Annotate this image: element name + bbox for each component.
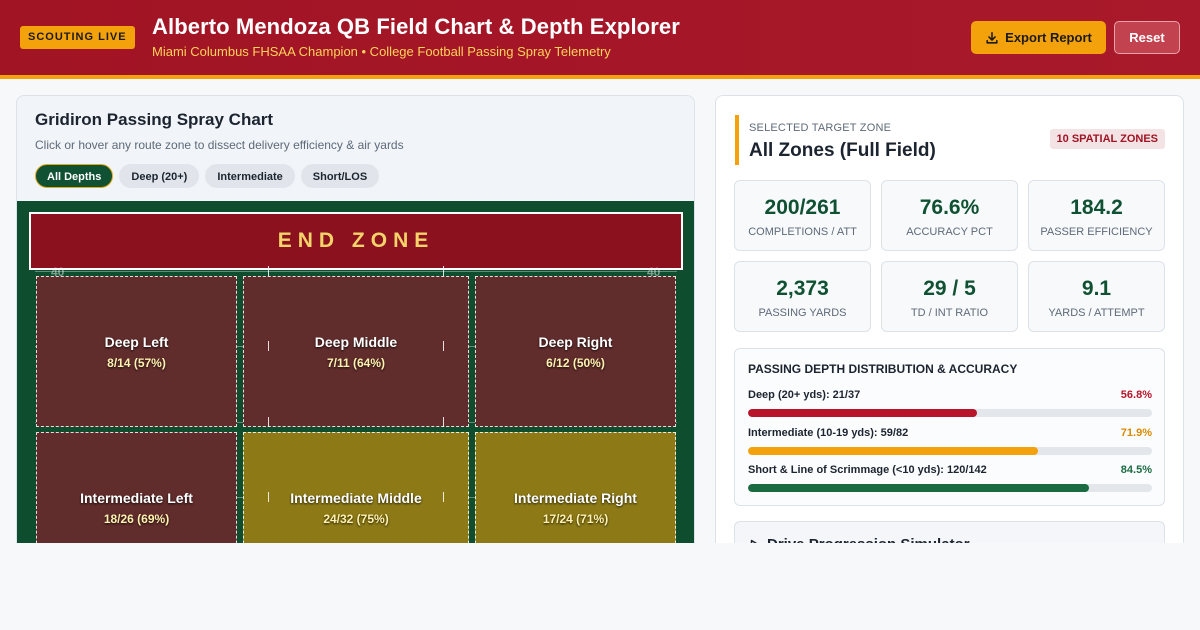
distribution-bar-fill — [748, 484, 1090, 492]
depth-distribution-card: PASSING DEPTH DISTRIBUTION & ACCURACY De… — [734, 348, 1165, 506]
distribution-pct: 56.8% — [1120, 389, 1152, 401]
depth-filter-group: All Depths Deep (20+) Intermediate Short… — [35, 164, 380, 188]
stat-value: 29 / 5 — [923, 277, 976, 300]
stat-passing-yards: 2,373 PASSING YARDS — [734, 261, 871, 332]
viewport-fold — [0, 543, 1200, 630]
stat-label: ACCURACY PCT — [906, 226, 993, 238]
zone-stat: 8/14 (57%) — [107, 355, 166, 370]
page-subtitle: Miami Columbus FHSAA Champion • College … — [152, 44, 611, 59]
reset-button[interactable]: Reset — [1114, 21, 1180, 54]
stat-accuracy: 76.6% ACCURACY PCT — [881, 180, 1018, 251]
distribution-title: PASSING DEPTH DISTRIBUTION & ACCURACY — [748, 362, 1018, 376]
distribution-bar-track — [748, 409, 1152, 417]
filter-short-los[interactable]: Short/LOS — [300, 164, 380, 188]
zone-name: Deep Right — [538, 333, 613, 350]
distribution-pct: 84.5% — [1120, 464, 1152, 476]
yard-number-right-40: 40 — [647, 265, 661, 279]
distribution-pct: 71.9% — [1120, 427, 1152, 439]
page-title: Alberto Mendoza QB Field Chart & Depth E… — [152, 14, 680, 39]
distribution-row-short: Short & Line of Scrimmage (<10 yds): 120… — [748, 464, 1152, 492]
zone-deep-left[interactable]: Deep Left 8/14 (57%) — [36, 276, 237, 427]
zone-name: Deep Middle — [314, 333, 398, 350]
download-icon — [986, 31, 998, 44]
stat-value: 200/261 — [764, 196, 841, 219]
distribution-bar-fill — [748, 447, 1039, 455]
distribution-row-intermediate: Intermediate (10-19 yds): 59/82 71.9% — [748, 427, 1152, 455]
distribution-label: Intermediate (10-19 yds): 59/82 — [748, 427, 909, 439]
selection-accent — [735, 115, 739, 165]
zone-name: Intermediate Right — [514, 489, 637, 506]
zone-deep-middle[interactable]: Deep Middle 7/11 (64%) — [243, 276, 469, 427]
stat-value: 9.1 — [1081, 277, 1112, 300]
zone-stat: 24/32 (75%) — [323, 511, 389, 526]
spatial-zones-badge: 10 SPATIAL ZONES — [1049, 129, 1165, 149]
zone-deep-right[interactable]: Deep Right 6/12 (50%) — [475, 276, 676, 427]
scouting-live-badge: SCOUTING LIVE — [20, 26, 135, 49]
hash-mark — [443, 341, 444, 351]
export-report-button[interactable]: Export Report — [971, 21, 1106, 54]
stat-label: COMPLETIONS / ATT — [748, 226, 857, 238]
stat-td-int: 29 / 5 TD / INT RATIO — [881, 261, 1018, 332]
stat-label: PASSING YARDS — [758, 307, 847, 319]
end-zone: END ZONE — [29, 212, 683, 270]
zone-stat: 18/26 (69%) — [103, 511, 170, 526]
hash-mark — [443, 492, 444, 502]
zone-name: Intermediate Middle — [290, 489, 422, 506]
stat-yards-per-attempt: 9.1 YARDS / ATTEMPT — [1028, 261, 1165, 332]
distribution-label: Short & Line of Scrimmage (<10 yds): 120… — [748, 464, 987, 476]
filter-all-depths[interactable]: All Depths — [35, 164, 114, 188]
distribution-bar-track — [748, 484, 1152, 492]
yard-number-left-40: 40 — [51, 265, 65, 279]
hash-mark — [268, 341, 269, 351]
export-report-label: Export Report — [1005, 30, 1092, 45]
distribution-row-deep: Deep (20+ yds): 21/37 56.8% — [748, 389, 1152, 417]
stat-efficiency: 184.2 PASSER EFFICIENCY — [1028, 180, 1165, 251]
zone-stat: 6/12 (50%) — [546, 355, 605, 370]
distribution-bar-track — [748, 447, 1152, 455]
zone-stat: 7/11 (64%) — [326, 355, 386, 370]
hash-mark — [268, 492, 269, 502]
filter-intermediate[interactable]: Intermediate — [205, 164, 295, 188]
hash-mark — [268, 417, 269, 427]
stat-label: YARDS / ATTEMPT — [1048, 307, 1145, 319]
spray-chart-title: Gridiron Passing Spray Chart — [35, 110, 274, 129]
selected-zone-value: All Zones (Full Field) — [749, 140, 936, 161]
header: SCOUTING LIVE Alberto Mendoza QB Field C… — [0, 0, 1200, 79]
hash-mark — [443, 417, 444, 427]
spray-chart-subtitle: Click or hover any route zone to dissect… — [35, 138, 404, 152]
selected-zone-label: SELECTED TARGET ZONE — [749, 122, 892, 134]
zone-name: Intermediate Left — [80, 489, 193, 506]
stat-value: 76.6% — [919, 196, 980, 219]
stat-value: 2,373 — [776, 277, 829, 300]
zone-name: Deep Left — [104, 333, 169, 350]
filter-deep[interactable]: Deep (20+) — [119, 164, 200, 188]
hash-mark — [268, 266, 269, 276]
distribution-bar-fill — [748, 409, 978, 417]
hash-mark — [443, 266, 444, 276]
stat-value: 184.2 — [1070, 196, 1123, 219]
stat-label: TD / INT RATIO — [910, 307, 989, 319]
zone-stat: 17/24 (71%) — [542, 511, 609, 526]
stat-completions: 200/261 COMPLETIONS / ATT — [734, 180, 871, 251]
stat-label: PASSER EFFICIENCY — [1040, 226, 1153, 238]
distribution-label: Deep (20+ yds): 21/37 — [748, 389, 861, 401]
yard-line-40 — [35, 271, 677, 272]
